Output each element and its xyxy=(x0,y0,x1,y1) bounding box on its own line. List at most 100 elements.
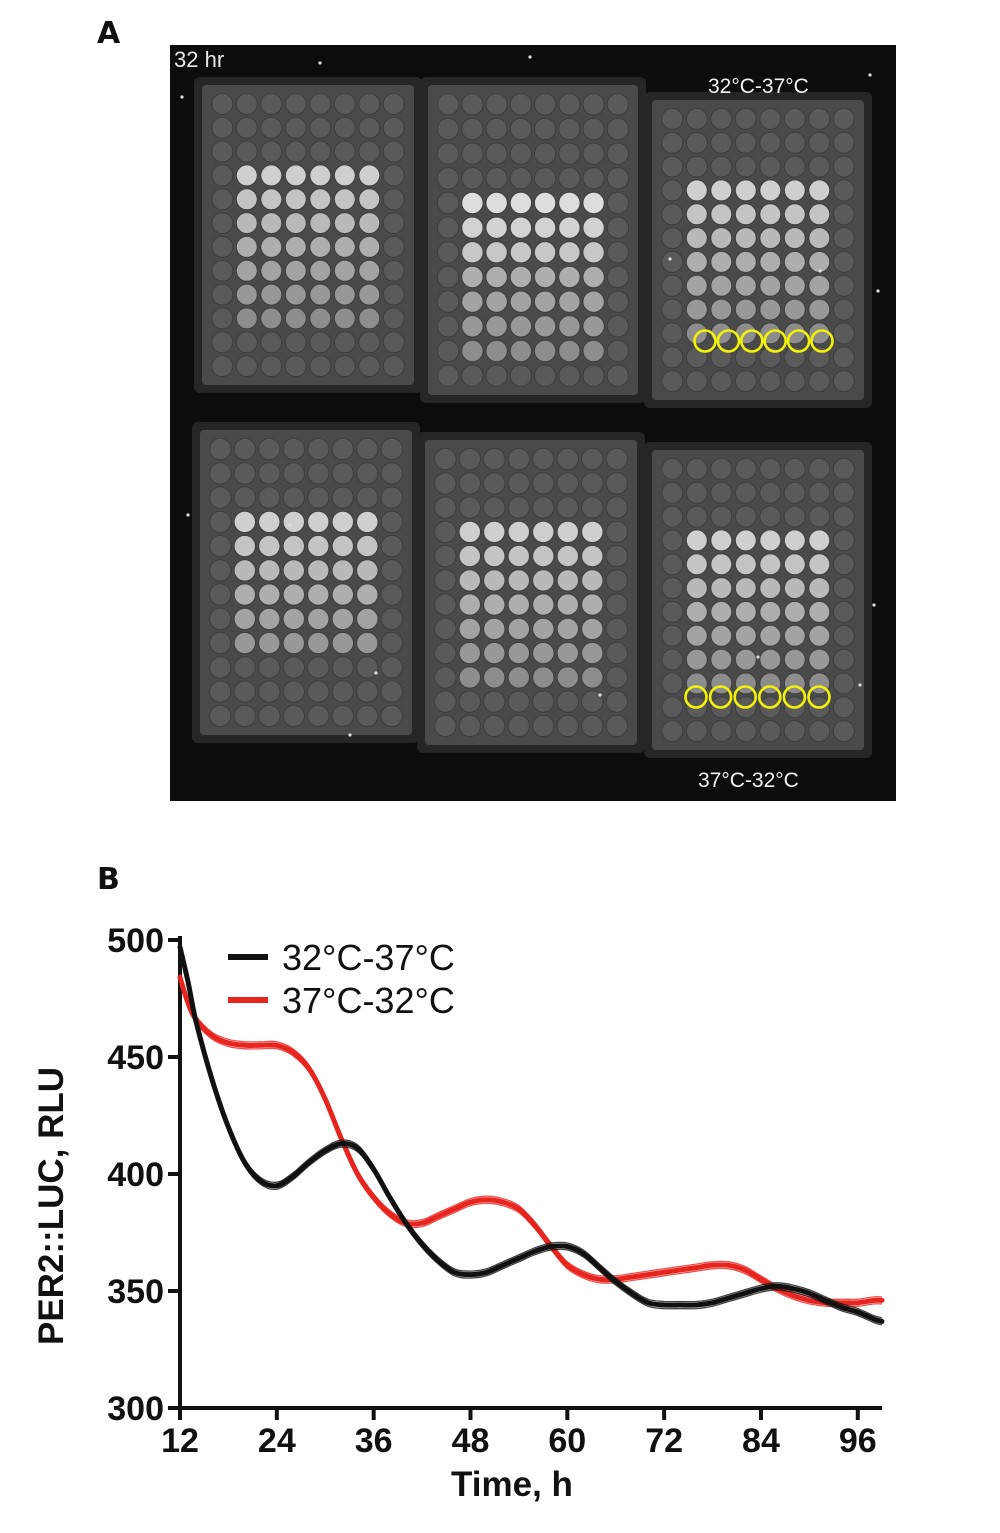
well xyxy=(558,265,581,289)
well xyxy=(485,364,508,387)
well xyxy=(734,179,757,202)
well xyxy=(211,283,234,306)
well xyxy=(759,529,782,552)
well xyxy=(783,457,806,480)
well xyxy=(582,290,605,313)
well xyxy=(556,714,579,738)
well xyxy=(558,93,581,116)
series-error-band-black xyxy=(179,943,883,1319)
well xyxy=(661,179,684,202)
well xyxy=(759,720,782,743)
chart-legend: 32°C-37°C37°C-32°C xyxy=(228,937,455,1021)
plate-body xyxy=(200,430,412,735)
well xyxy=(434,544,457,568)
well xyxy=(783,131,806,154)
well xyxy=(380,656,404,679)
well xyxy=(832,322,855,345)
plate-body xyxy=(652,100,864,400)
well xyxy=(284,235,307,258)
well xyxy=(783,107,806,130)
well xyxy=(358,307,381,330)
well xyxy=(258,631,281,655)
well xyxy=(509,241,533,264)
noise-speck xyxy=(318,61,322,65)
highlighted-well-bottom xyxy=(807,685,831,709)
well xyxy=(282,510,306,534)
well xyxy=(331,583,355,606)
well xyxy=(458,641,481,665)
well xyxy=(808,457,831,480)
well xyxy=(461,241,484,264)
well xyxy=(582,315,605,338)
well xyxy=(710,481,733,504)
noise-speck xyxy=(180,95,184,99)
well xyxy=(556,641,579,665)
well xyxy=(333,355,356,378)
well xyxy=(808,577,831,600)
well xyxy=(661,155,684,178)
well xyxy=(556,447,579,471)
well xyxy=(509,339,533,363)
well xyxy=(382,212,405,235)
well xyxy=(532,714,555,738)
well xyxy=(734,600,757,623)
well xyxy=(832,648,855,671)
well xyxy=(582,216,605,239)
highlighted-well-bottom xyxy=(782,685,807,709)
well xyxy=(832,720,855,743)
y-tick-label: 400 xyxy=(107,1156,164,1194)
well xyxy=(509,315,533,338)
well xyxy=(556,544,579,568)
well xyxy=(685,370,708,393)
well xyxy=(832,600,855,623)
well xyxy=(605,544,628,568)
well xyxy=(507,593,530,616)
well xyxy=(661,577,684,600)
well xyxy=(558,241,581,264)
well xyxy=(260,259,283,282)
well xyxy=(832,298,855,321)
well xyxy=(233,437,257,461)
well xyxy=(685,648,708,671)
noise-speck xyxy=(872,603,876,607)
well xyxy=(260,212,283,235)
well xyxy=(284,92,307,115)
well xyxy=(356,486,379,509)
well xyxy=(685,250,708,273)
noise-speck xyxy=(528,55,532,59)
well xyxy=(685,203,708,226)
well xyxy=(582,93,605,116)
well xyxy=(235,140,258,163)
highlighted-well-bottom xyxy=(684,685,708,709)
well xyxy=(309,307,332,330)
well xyxy=(509,167,533,190)
noise-speck xyxy=(186,513,190,517)
well xyxy=(483,617,506,641)
highlighted-well-bottom xyxy=(708,685,733,709)
well xyxy=(759,481,782,504)
well xyxy=(235,92,258,115)
well xyxy=(382,116,405,139)
well xyxy=(282,704,306,728)
well xyxy=(558,117,581,141)
well xyxy=(759,457,782,480)
well xyxy=(485,167,508,190)
well xyxy=(710,274,733,297)
well xyxy=(233,680,257,703)
well xyxy=(808,250,831,273)
well xyxy=(556,569,579,592)
well xyxy=(685,600,708,623)
well xyxy=(333,283,356,306)
well xyxy=(258,559,281,582)
well xyxy=(582,142,605,165)
well xyxy=(382,355,405,378)
y-tick-label: 500 xyxy=(107,922,164,960)
well xyxy=(808,720,831,743)
well xyxy=(558,290,581,313)
well xyxy=(808,227,831,250)
well xyxy=(783,227,806,250)
well xyxy=(258,437,281,461)
well xyxy=(808,131,831,154)
well xyxy=(458,472,481,495)
well xyxy=(461,167,484,190)
